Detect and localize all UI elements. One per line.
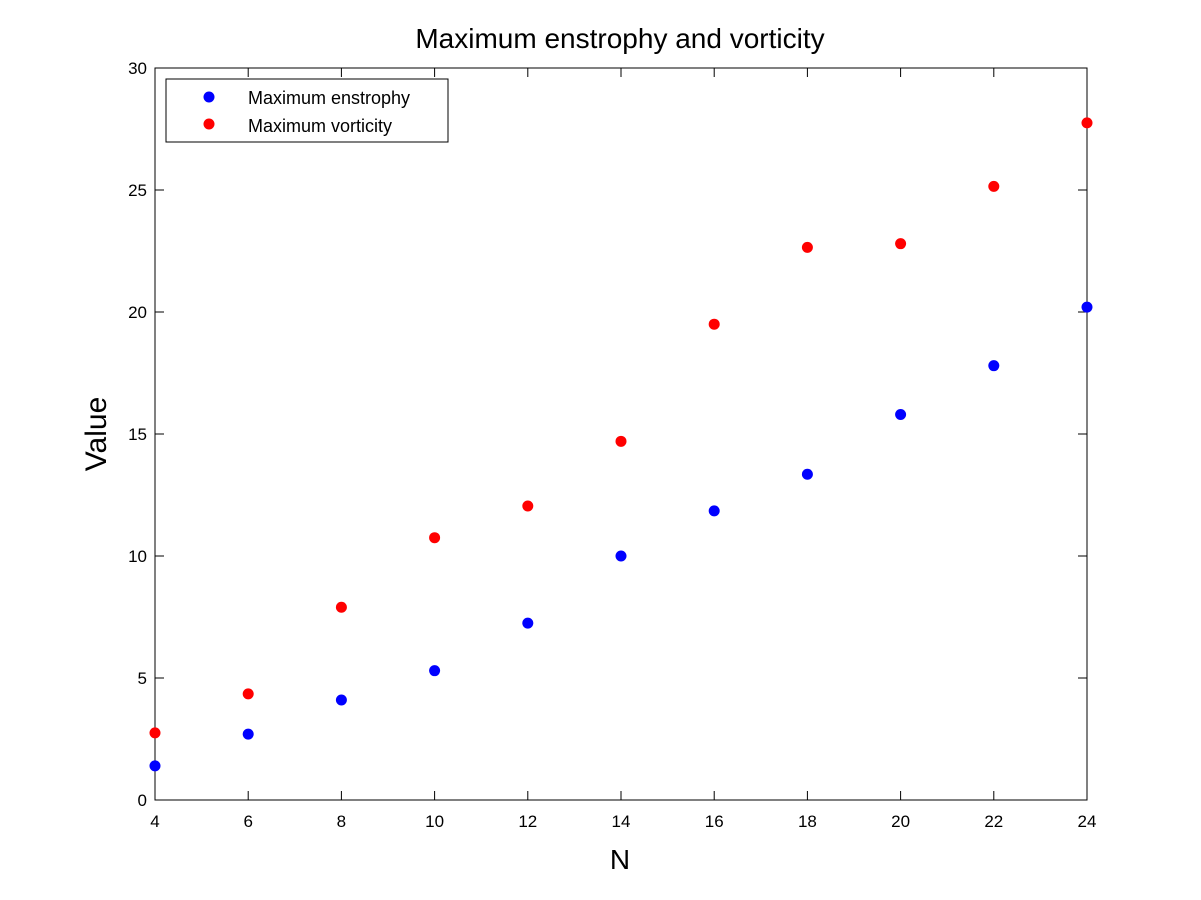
data-point — [895, 238, 907, 250]
y-tick-label: 5 — [138, 669, 147, 688]
x-axis-label: N — [610, 844, 630, 875]
data-point — [708, 318, 720, 330]
x-tick-label: 16 — [705, 812, 724, 831]
data-point — [429, 532, 441, 544]
x-tick-label: 10 — [425, 812, 444, 831]
y-tick-label: 0 — [138, 791, 147, 810]
x-tick-label: 4 — [150, 812, 159, 831]
data-point — [335, 601, 347, 613]
series-enstrophy — [149, 301, 1093, 772]
data-point — [522, 500, 534, 512]
series-vorticity — [149, 117, 1093, 739]
data-point — [988, 360, 1000, 372]
legend-box — [165, 78, 449, 143]
x-tick-label: 20 — [891, 812, 910, 831]
x-tick-label: 8 — [337, 812, 346, 831]
data-point — [149, 760, 161, 772]
legend-marker-vorticity — [203, 118, 215, 130]
y-tick-label: 30 — [128, 59, 147, 78]
legend: Maximum enstrophy Maximum vorticity — [165, 78, 449, 143]
x-tick-label: 14 — [612, 812, 631, 831]
data-point — [522, 617, 534, 629]
data-point — [801, 241, 813, 253]
data-point — [242, 728, 254, 740]
y-tick-label: 10 — [128, 547, 147, 566]
data-point — [895, 408, 907, 420]
data-point — [1081, 117, 1093, 129]
x-tick-label: 24 — [1078, 812, 1097, 831]
data-point — [149, 727, 161, 739]
data-point — [615, 435, 627, 447]
data-point — [429, 665, 441, 677]
data-point — [801, 468, 813, 480]
x-tick-label: 6 — [243, 812, 252, 831]
data-point — [335, 694, 347, 706]
y-axis: 0 5 10 15 20 25 30 — [128, 59, 1087, 810]
data-point — [988, 180, 1000, 192]
data-points — [149, 117, 1093, 772]
data-point — [708, 505, 720, 517]
x-tick-label: 18 — [798, 812, 817, 831]
data-point — [242, 688, 254, 700]
x-axis: 4 6 8 10 12 14 16 18 20 22 24 — [150, 68, 1096, 831]
y-axis-label: Value — [80, 397, 113, 472]
legend-entry-vorticity: Maximum vorticity — [248, 116, 392, 136]
legend-marker-enstrophy — [203, 91, 215, 103]
y-tick-label: 15 — [128, 425, 147, 444]
chart-title: Maximum enstrophy and vorticity — [415, 23, 824, 54]
y-tick-label: 25 — [128, 181, 147, 200]
y-tick-label: 20 — [128, 303, 147, 322]
x-tick-label: 12 — [518, 812, 537, 831]
data-point — [1081, 301, 1093, 313]
data-point — [615, 550, 627, 562]
x-tick-label: 22 — [984, 812, 1003, 831]
legend-entry-enstrophy: Maximum enstrophy — [248, 88, 410, 108]
